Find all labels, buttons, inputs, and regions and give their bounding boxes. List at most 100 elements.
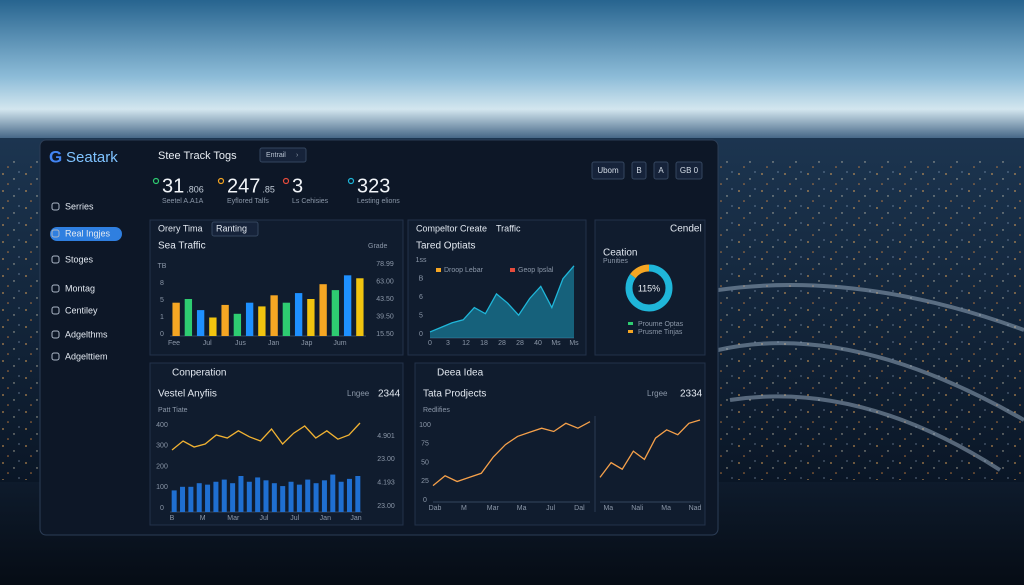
axis-label: 23.00 — [377, 456, 395, 463]
bar — [346, 478, 352, 512]
axis-label: 6 — [419, 294, 423, 301]
tab[interactable]: Create — [460, 223, 487, 233]
axis-label: 0 — [419, 331, 423, 338]
nav-icon — [51, 229, 60, 238]
header-button-label[interactable]: Entrail — [266, 152, 286, 159]
stat: 2344 — [378, 389, 401, 400]
legend-swatch — [436, 268, 441, 272]
bar — [184, 299, 193, 336]
header-button[interactable] — [259, 147, 307, 163]
axis-label: Nali — [631, 505, 644, 512]
legend-label: Geop Ipslal — [518, 267, 554, 274]
kpi-suffix: .85 — [262, 184, 275, 194]
bar — [270, 295, 278, 336]
kpi-value: 3 — [292, 175, 303, 197]
bar — [221, 479, 227, 512]
axis-label: 18 — [480, 340, 488, 347]
axis-label: 39.50 — [376, 313, 394, 320]
axis-label: Fee — [168, 340, 180, 347]
bar — [245, 302, 254, 336]
axis-label: 0 — [423, 497, 427, 504]
panel-subheading: Redlifies — [423, 407, 450, 414]
nav-item[interactable]: Real Ingjes — [65, 228, 111, 238]
tab[interactable]: Traffic — [496, 223, 521, 233]
action-button[interactable] — [653, 161, 669, 180]
kpi-label: Eyflored Talfs — [227, 198, 269, 205]
legend-swatch — [628, 330, 633, 333]
axis-label: 400 — [156, 422, 168, 429]
chevron: › — [296, 152, 299, 159]
axis-label: 5 — [160, 297, 164, 304]
action-label[interactable]: A — [658, 166, 664, 175]
panel-heading: Tata Prodjects — [423, 389, 486, 400]
panel-heading: Ceation — [603, 248, 637, 259]
bar — [321, 480, 327, 512]
legend-swatch — [628, 322, 633, 325]
axis-label: Ms — [569, 340, 579, 347]
kpi-value: 31 — [162, 175, 184, 197]
legend-label: Droop Lebar — [444, 267, 484, 274]
nav-icon — [51, 202, 60, 211]
tab[interactable]: Ranting — [216, 223, 247, 233]
axis-label: 40 — [534, 340, 542, 347]
panel-title: Deea Idea — [437, 368, 484, 379]
kpi-value: 323 — [357, 175, 390, 197]
bar — [319, 284, 327, 336]
action-button[interactable] — [675, 161, 703, 180]
tab-active — [211, 221, 259, 237]
action-button[interactable] — [591, 161, 625, 180]
axis-label: 4.193 — [377, 480, 395, 487]
tab[interactable]: Orery Tima — [158, 223, 203, 233]
axis-label: 8 — [160, 280, 164, 287]
axis-label: Jul — [260, 515, 269, 522]
nav-item[interactable]: Adgelthms — [65, 329, 108, 339]
kpi-label: Lesting elions — [357, 198, 400, 205]
nav-item[interactable]: Adgelttiem — [65, 351, 108, 361]
bar — [288, 481, 294, 512]
kpi-dot — [217, 177, 225, 185]
axis-label: 0 — [160, 331, 164, 338]
axis-label: 28 — [516, 340, 524, 347]
nav-item[interactable]: Stoges — [65, 254, 94, 264]
action-label[interactable]: GB 0 — [680, 166, 699, 175]
sky — [0, 0, 1024, 140]
axis-label: Mar — [227, 515, 240, 522]
bar — [196, 310, 205, 336]
axis-label: 1ss — [416, 257, 427, 264]
axis-label: B — [170, 515, 175, 522]
axis-label: 12 — [462, 340, 470, 347]
axis-label: M — [461, 505, 467, 512]
nav-item[interactable]: Montag — [65, 283, 95, 293]
kpi-suffix: .806 — [186, 184, 204, 194]
axis-label: 4.901 — [377, 433, 395, 440]
bar — [196, 483, 202, 512]
axis-label: 50 — [421, 459, 429, 466]
axis-label: 43.50 — [376, 296, 394, 303]
header-title: Stee Track Togs — [158, 150, 237, 162]
axis-label: 1 — [160, 314, 164, 321]
axis-label: Mar — [487, 505, 500, 512]
action-button[interactable] — [631, 161, 647, 180]
nav-item[interactable]: Serries — [65, 201, 94, 211]
panel — [594, 219, 706, 356]
logo-mark: G — [49, 147, 62, 166]
axis-label: 0 — [428, 340, 432, 347]
bar — [307, 299, 315, 336]
action-label[interactable]: Ubom — [597, 166, 619, 175]
axis-label: Jan — [268, 340, 279, 347]
nav-icon — [51, 330, 60, 339]
legend-label: Grade — [368, 243, 388, 250]
action-label[interactable]: B — [636, 166, 641, 175]
legend-swatch — [510, 268, 515, 272]
nav-item[interactable]: Centiley — [65, 305, 98, 315]
legend-label: Proume Optas — [638, 321, 684, 328]
logo-text: Seatark — [66, 149, 118, 166]
axis-label: Jul — [203, 340, 212, 347]
bar — [271, 483, 277, 512]
tab[interactable]: Compeltor — [416, 223, 458, 233]
axis-label: B — [419, 275, 424, 282]
axis-label: 25 — [421, 478, 429, 485]
kpi-dot — [152, 177, 160, 185]
bar — [171, 490, 177, 512]
